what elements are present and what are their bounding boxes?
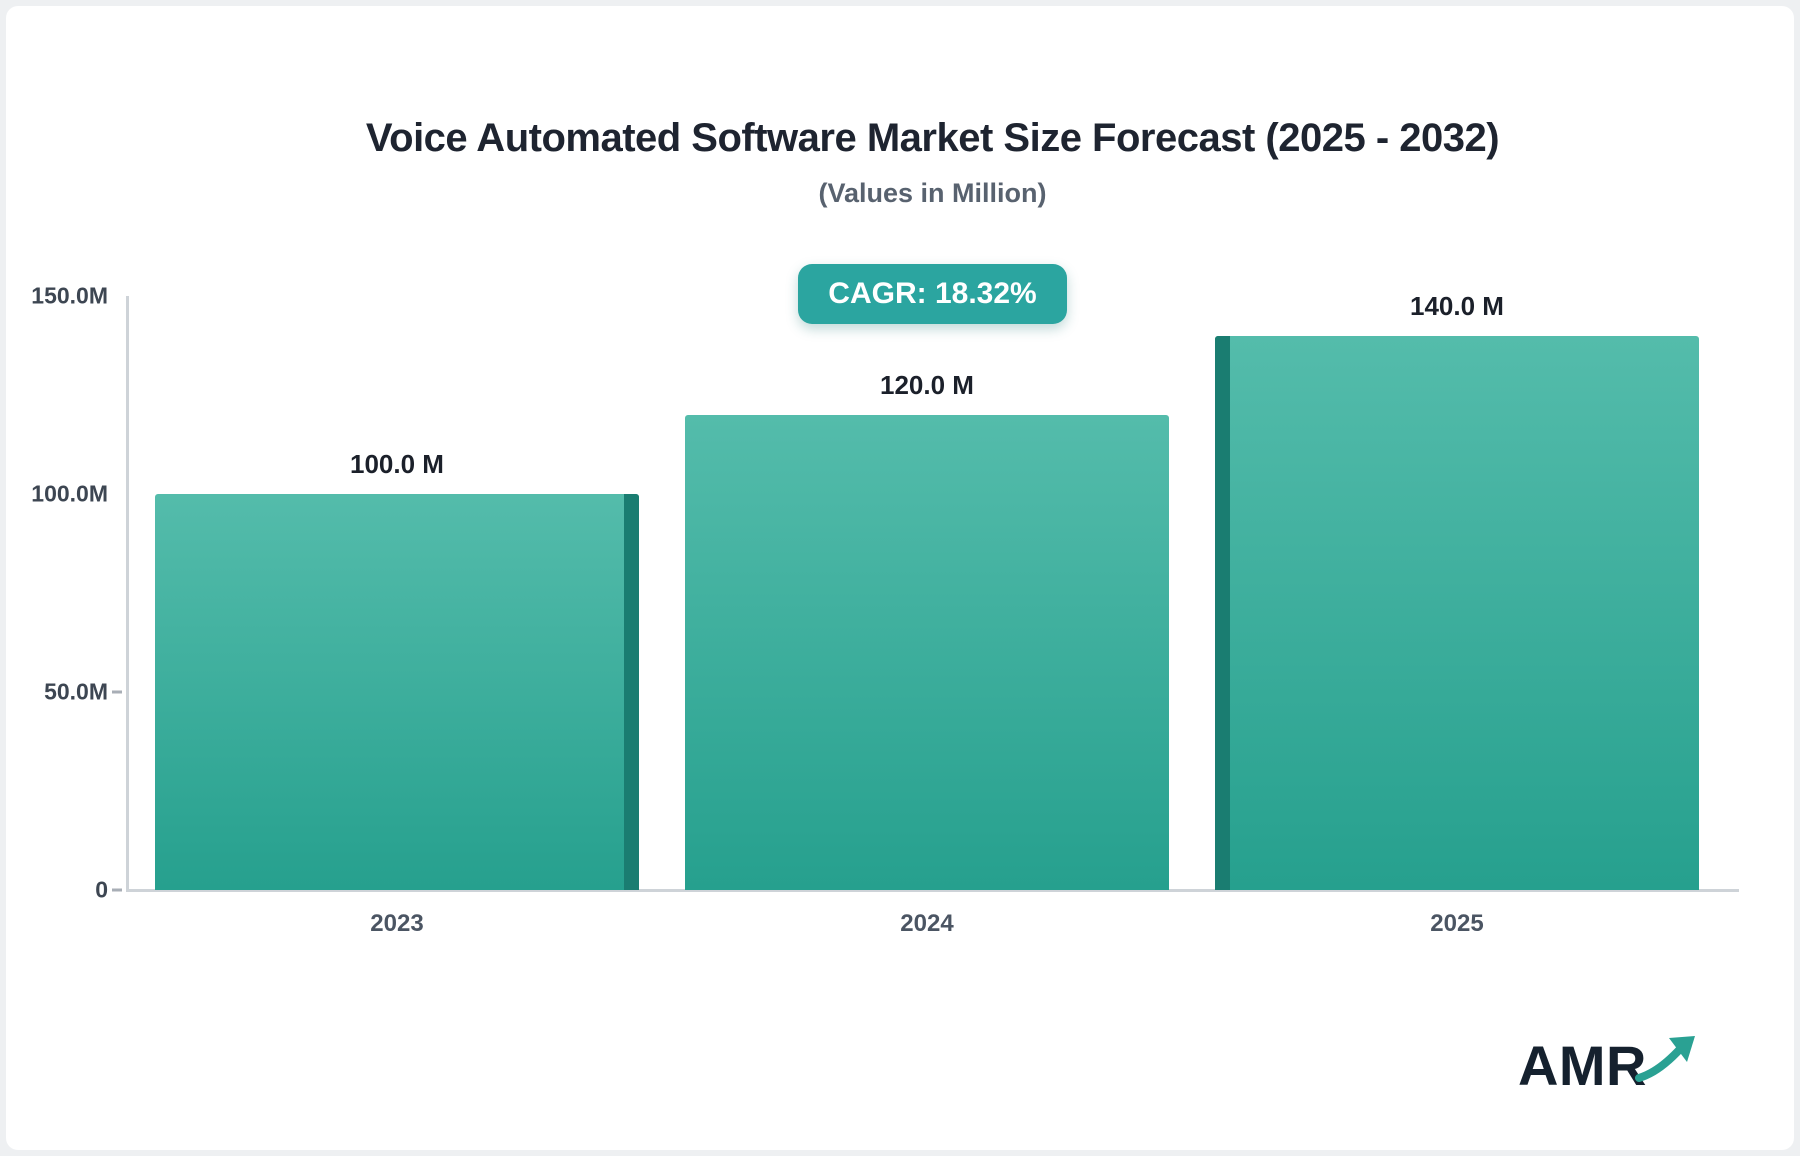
bar-value-label-2025: 140.0 M <box>1410 290 1504 321</box>
x-axis-label-2025: 2025 <box>1430 910 1484 937</box>
x-axis-label-2024: 2024 <box>900 910 954 937</box>
cagr-badge-row: CAGR: 18.32% <box>126 264 1739 324</box>
bar-group-2024: 120.0 M 2024 <box>685 296 1169 937</box>
y-axis-line <box>126 296 129 892</box>
y-tick-label-50: 50.0M <box>44 678 108 705</box>
amr-logo: AMR <box>1518 1033 1699 1098</box>
y-tick-dash-50 <box>112 690 122 694</box>
x-axis-label-2023: 2023 <box>370 910 424 937</box>
bar-value-label-2023: 100.0 M <box>350 449 444 479</box>
bar-group-2023: 100.0 M 2023 <box>155 296 639 937</box>
y-tick-dash-0 <box>112 888 122 892</box>
logo-text: AMR <box>1517 1034 1647 1097</box>
bar-side-shadow-2025 <box>1215 335 1230 890</box>
y-tick-label-150: 150.0M <box>31 282 108 309</box>
chart-card: Voice Automated Software Market Size For… <box>6 6 1794 1150</box>
bar-2023[interactable] <box>155 494 639 890</box>
chart-subtitle: (Values in Million) <box>818 178 1047 208</box>
y-tick-label-0: 0 <box>95 876 108 903</box>
bar-2024[interactable] <box>685 414 1169 890</box>
bar-group-2025: 140.0 M 2025 <box>1215 291 1699 937</box>
plot-area: 150.0M 100.0M 50.0M 0 100.0 M 2023 120.0 M 202… <box>31 283 1739 937</box>
y-tick-label-100: 100.0M <box>31 480 108 507</box>
bar-side-shadow-2023 <box>624 494 639 890</box>
chart-title: Voice Automated Software Market Size For… <box>365 116 1500 160</box>
bar-2025[interactable] <box>1215 335 1699 890</box>
bars: 100.0 M 2023 120.0 M 2024 140.0 M 2025 <box>155 291 1699 937</box>
bar-value-label-2024: 120.0 M <box>880 369 974 400</box>
logo-arrow-icon <box>1635 1035 1695 1082</box>
x-axis-line <box>126 889 1739 892</box>
cagr-badge: CAGR: 18.32% <box>798 264 1067 324</box>
